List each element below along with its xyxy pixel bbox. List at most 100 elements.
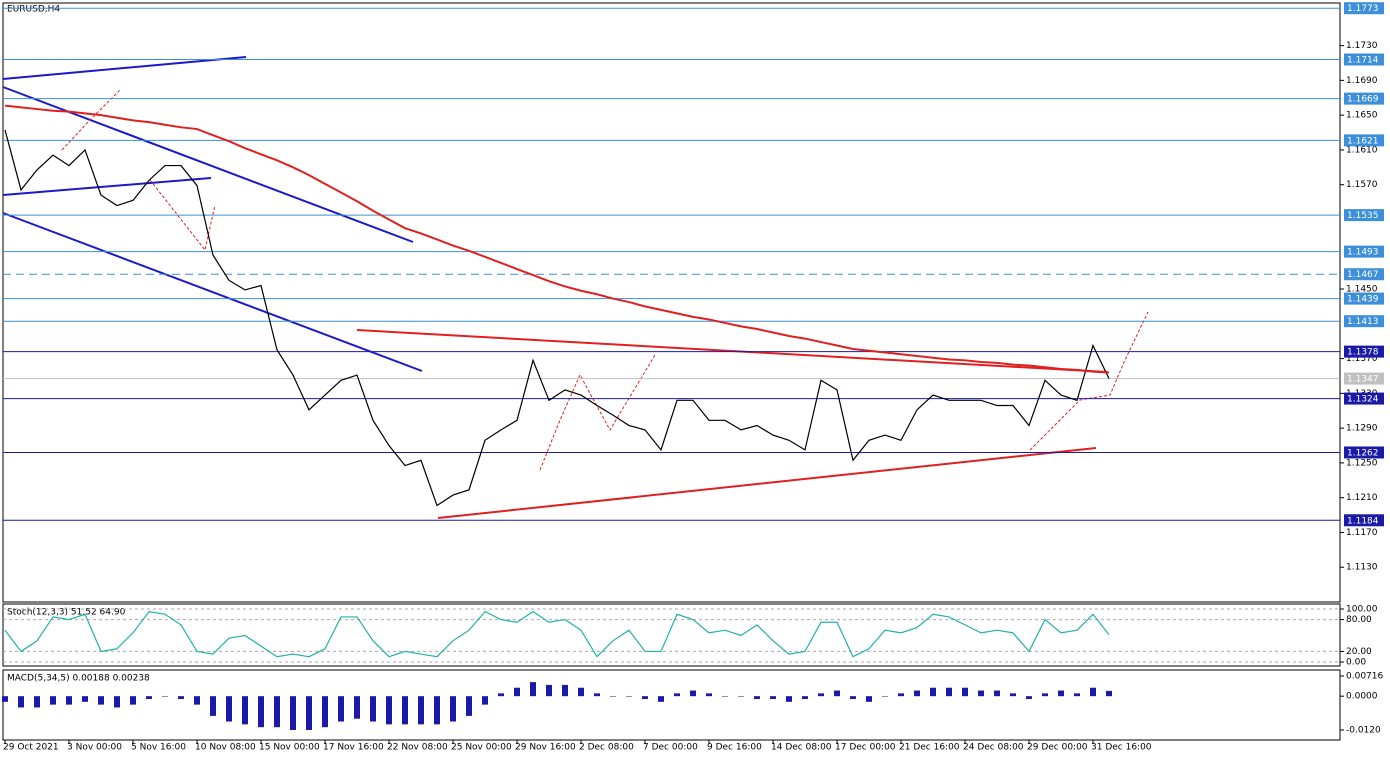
- bar: [658, 696, 664, 702]
- bar: [354, 696, 360, 719]
- bar: [50, 696, 56, 705]
- projection-arrows: [61, 89, 1149, 471]
- trendline: [356, 329, 1108, 373]
- indicator-label: Stoch(12,3,3) 51.52 64.90: [7, 608, 126, 618]
- y-tick-label: 1.1450: [1346, 285, 1378, 295]
- bar: [82, 696, 88, 702]
- x-tick-label: 15 Nov 00:00: [259, 743, 320, 753]
- level-label: 1.1378: [1347, 348, 1379, 358]
- level-label: 1.1262: [1347, 448, 1379, 458]
- y-tick-label: 0.00716: [1346, 672, 1383, 682]
- x-tick-label: 14 Dec 08:00: [771, 743, 832, 753]
- bar: [482, 696, 488, 705]
- y-tick-label: 1.1690: [1346, 76, 1378, 86]
- bar: [962, 687, 968, 697]
- level-label: 1.1669: [1347, 95, 1379, 105]
- bar: [802, 696, 808, 699]
- trendline: [437, 447, 1097, 519]
- trendlines: [2, 56, 1108, 519]
- bar: [546, 684, 552, 697]
- bar: [914, 690, 920, 697]
- bar: [690, 690, 696, 697]
- bar: [610, 696, 616, 697]
- level-label-bg: [1344, 292, 1384, 305]
- bar: [930, 687, 936, 697]
- bar: [98, 696, 104, 705]
- bar: [1010, 693, 1016, 697]
- bar: [818, 693, 824, 697]
- bar: [162, 696, 168, 697]
- bar: [274, 696, 280, 728]
- level-label: 1.1621: [1347, 136, 1379, 146]
- level-label: 1.1347: [1347, 375, 1379, 385]
- bar: [770, 696, 776, 699]
- bar: [290, 696, 296, 730]
- y-tick-label: 100.00: [1346, 604, 1378, 614]
- y-tick-label: 20.00: [1346, 647, 1372, 657]
- bar: [306, 696, 312, 730]
- x-tick-label: 24 Dec 08:00: [963, 743, 1024, 753]
- bar: [130, 696, 136, 705]
- x-tick-label: 5 Nov 16:00: [131, 743, 186, 753]
- bar: [338, 696, 344, 722]
- indicator-label: MACD(5,34,5) 0.00188 0.00238: [7, 674, 150, 684]
- bar: [1106, 690, 1112, 697]
- level-label: 1.1439: [1347, 295, 1379, 305]
- x-tick-label: 31 Dec 16:00: [1091, 743, 1152, 753]
- level-label: 1.1773: [1347, 4, 1379, 14]
- bar: [1042, 693, 1048, 697]
- level-label-bg: [1344, 315, 1384, 328]
- level-label-bg: [1344, 372, 1384, 385]
- level-label: 1.1714: [1347, 56, 1379, 66]
- x-tick-label: 7 Dec 00:00: [643, 743, 698, 753]
- bar: [530, 682, 536, 697]
- arrow: [61, 89, 121, 151]
- bar: [786, 696, 792, 702]
- bar: [1026, 696, 1032, 699]
- level-label-bg: [1344, 345, 1384, 358]
- bar: [738, 696, 744, 697]
- trendline: [2, 56, 247, 80]
- bar: [978, 690, 984, 697]
- level-label-bg: [1344, 2, 1384, 15]
- bar: [418, 696, 424, 725]
- x-tick-label: 3 Nov 00:00: [67, 743, 122, 753]
- bar: [946, 687, 952, 697]
- bar: [146, 696, 152, 699]
- level-label: 1.1184: [1347, 516, 1379, 526]
- bar: [226, 696, 232, 722]
- series-line: [4, 610, 1110, 658]
- y-tick-label: 1.1650: [1346, 111, 1378, 121]
- bar: [674, 693, 680, 697]
- bar: [194, 696, 200, 705]
- x-tick-label: 29 Oct 2021: [3, 743, 59, 753]
- y-tick-label: -0.0120: [1346, 725, 1381, 735]
- level-label: 1.1535: [1347, 211, 1379, 221]
- level-label-bg: [1344, 392, 1384, 405]
- bar: [370, 696, 376, 722]
- y-tick-label: 1.1290: [1346, 424, 1378, 434]
- level-label-bg: [1344, 53, 1384, 66]
- bar: [178, 696, 184, 699]
- bar: [466, 696, 472, 716]
- bar: [562, 684, 568, 697]
- arrow: [1029, 311, 1149, 451]
- level-label: 1.1413: [1347, 317, 1379, 327]
- bar: [242, 696, 248, 725]
- level-label-bg: [1344, 268, 1384, 281]
- trendline: [2, 177, 212, 196]
- x-tick-label: 29 Dec 00:00: [1027, 743, 1088, 753]
- y-tick-label: 1.1130: [1346, 563, 1378, 573]
- y-tick-label: 0.00: [1346, 658, 1366, 668]
- bar: [866, 696, 872, 702]
- bar: [210, 696, 216, 716]
- bar: [1090, 687, 1096, 697]
- y-tick-label: 80.00: [1346, 615, 1372, 625]
- arrow: [539, 354, 656, 471]
- y-tick-label: 1.1610: [1346, 145, 1378, 155]
- bar: [498, 693, 504, 697]
- bar: [898, 693, 904, 697]
- trendline: [2, 212, 423, 372]
- bar: [594, 693, 600, 697]
